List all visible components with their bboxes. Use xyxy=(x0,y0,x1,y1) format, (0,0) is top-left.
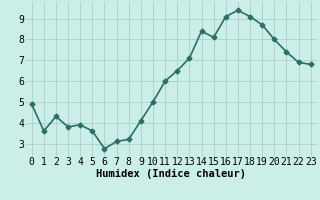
X-axis label: Humidex (Indice chaleur): Humidex (Indice chaleur) xyxy=(96,169,246,179)
